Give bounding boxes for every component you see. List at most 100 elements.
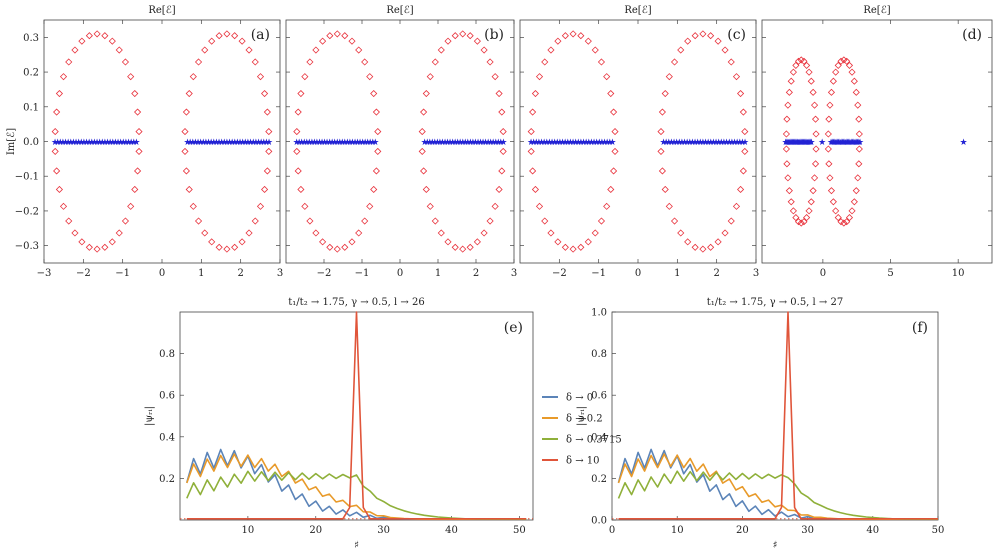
real-eigenvalue-marker: ★ (318, 138, 326, 148)
real-eigenvalue-marker: ★ (104, 138, 112, 148)
real-eigenvalue-marker: ★ (725, 138, 733, 148)
real-eigenvalue-marker: ★ (191, 138, 199, 148)
y-tick-label: −0.1 (15, 172, 39, 183)
x-tick-label: 0 (635, 268, 641, 279)
real-eigenvalue-marker: ★ (77, 138, 85, 148)
real-eigenvalue-marker: ★ (321, 138, 329, 148)
x-tick-label: 0 (397, 268, 403, 279)
complex-eigenvalue-marker (486, 58, 494, 66)
real-eigenvalue-marker: ★ (310, 138, 318, 148)
complex-eigenvalue-marker (297, 185, 305, 194)
complex-eigenvalue-marker (459, 30, 467, 38)
real-eigenvalue-marker: ★ (582, 138, 590, 148)
complex-eigenvalue-marker (732, 202, 741, 210)
complex-eigenvalue-marker (55, 89, 63, 98)
real-eigenvalue-marker: ★ (561, 138, 569, 148)
real-eigenvalue-marker: ★ (712, 138, 720, 148)
complex-eigenvalue-marker (607, 89, 615, 98)
complex-eigenvalue-marker (803, 61, 811, 69)
real-eigenvalue-marker: ★ (847, 138, 855, 148)
x-tick-label: 3 (753, 268, 759, 279)
complex-eigenvalue-marker (834, 61, 842, 69)
real-eigenvalue-marker: ★ (532, 138, 540, 148)
complex-eigenvalue-marker (721, 46, 729, 54)
legend-label: δ → 0.2 (566, 414, 603, 425)
complex-eigenvalue-marker (577, 243, 585, 251)
complex-eigenvalue-marker (293, 147, 301, 155)
real-eigenvalue-marker: ★ (489, 138, 497, 148)
real-eigenvalue-marker: ★ (98, 138, 106, 148)
x-tick-label: 20 (736, 525, 749, 536)
real-eigenvalue-marker: ★ (293, 138, 301, 148)
complex-eigenvalue-marker (800, 218, 808, 226)
complex-eigenvalue-marker (431, 217, 439, 225)
complex-eigenvalue-marker (829, 77, 837, 85)
x-tick-label: −2 (76, 268, 91, 279)
y-tick-label: 1.0 (591, 308, 607, 319)
real-eigenvalue-marker: ★ (543, 138, 551, 148)
series-line (617, 453, 938, 520)
real-eigenvalue-marker: ★ (215, 138, 223, 148)
real-eigenvalue-marker: ★ (733, 138, 741, 148)
complex-eigenvalue-marker (783, 115, 791, 123)
x-tick-label: 3 (511, 268, 517, 279)
complex-eigenvalue-marker (848, 68, 856, 76)
complex-eigenvalue-marker (185, 185, 193, 194)
x-tick-label: 50 (513, 525, 526, 536)
complex-eigenvalue-marker (319, 238, 327, 246)
complex-eigenvalue-marker (451, 243, 459, 251)
complex-eigenvalue-marker (51, 147, 59, 155)
complex-eigenvalue-marker (134, 108, 142, 116)
complex-eigenvalue-marker (263, 167, 271, 175)
x-tick-label: 50 (932, 525, 945, 536)
real-eigenvalue-marker: ★ (850, 138, 858, 148)
real-eigenvalue-marker: ★ (426, 138, 434, 148)
complex-eigenvalue-marker (569, 245, 577, 253)
real-eigenvalue-marker: ★ (601, 138, 609, 148)
complex-eigenvalue-marker (194, 217, 203, 225)
real-eigenvalue-marker: ★ (741, 138, 749, 148)
real-eigenvalue-marker: ★ (728, 138, 736, 148)
complex-eigenvalue-marker (741, 147, 749, 155)
complex-eigenvalue-marker (707, 32, 715, 40)
complex-eigenvalue-marker (437, 229, 445, 237)
real-eigenvalue-marker: ★ (466, 138, 474, 148)
real-eigenvalue-marker: ★ (346, 138, 354, 148)
real-eigenvalue-marker: ★ (356, 138, 364, 148)
real-eigenvalue-marker: ★ (846, 138, 854, 148)
real-eigenvalue-marker: ★ (364, 138, 372, 148)
real-eigenvalue-marker: ★ (231, 138, 239, 148)
real-eigenvalue-marker: ★ (428, 138, 436, 148)
complex-eigenvalue-marker (341, 32, 349, 40)
real-eigenvalue-marker: ★ (186, 138, 194, 148)
real-eigenvalue-marker: ★ (545, 138, 553, 148)
complex-eigenvalue-marker (181, 128, 189, 136)
complex-eigenvalue-marker (491, 73, 499, 81)
complex-eigenvalue-marker (832, 68, 840, 76)
real-eigenvalue-marker: ★ (798, 138, 806, 148)
real-eigenvalue-marker: ★ (795, 138, 803, 148)
complex-eigenvalue-marker (561, 32, 569, 40)
real-eigenvalue-marker: ★ (421, 138, 429, 148)
complex-eigenvalue-marker (78, 238, 86, 246)
complex-eigenvalue-marker (134, 167, 142, 175)
real-eigenvalue-marker: ★ (527, 138, 535, 148)
y-tick-label: 0.2 (591, 474, 607, 485)
complex-eigenvalue-marker (840, 219, 848, 227)
real-eigenvalue-marker: ★ (786, 138, 794, 148)
real-eigenvalue-marker: ★ (845, 138, 853, 148)
complex-eigenvalue-marker (201, 229, 209, 237)
real-eigenvalue-marker: ★ (308, 138, 316, 148)
real-eigenvalue-marker: ★ (792, 138, 800, 148)
real-eigenvalue-marker: ★ (262, 138, 270, 148)
real-eigenvalue-marker: ★ (51, 138, 59, 148)
complex-eigenvalue-marker (805, 68, 813, 76)
real-eigenvalue-marker: ★ (433, 138, 441, 148)
panel-title: Re[ℰ] (386, 5, 413, 16)
complex-eigenvalue-marker (811, 160, 820, 168)
complex-eigenvalue-marker (265, 147, 273, 155)
complex-eigenvalue-marker (684, 238, 692, 246)
complex-eigenvalue-marker (739, 108, 747, 116)
x-tick-label: 1 (198, 268, 204, 279)
complex-eigenvalue-marker (852, 88, 860, 96)
